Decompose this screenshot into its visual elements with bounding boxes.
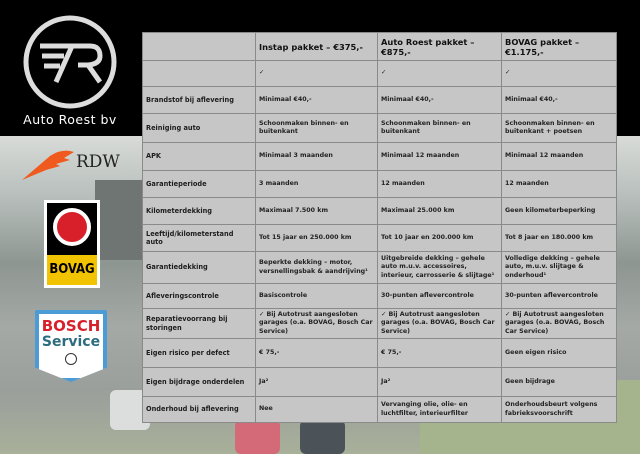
- table-cell: Maximaal 25.000 km: [377, 197, 502, 225]
- table-cell: Geen bijdrage: [501, 367, 617, 397]
- bovag-logo: BOVAG: [44, 200, 100, 288]
- table-cell: Volledige dekking – gehele auto, m.u.v. …: [501, 251, 617, 284]
- bosch-text: BOSCH: [41, 317, 101, 335]
- table-header-row: Instap pakket – €375,- Auto Roest pakket…: [142, 32, 617, 61]
- table-cell: 30-punten aflevercontrole: [501, 283, 617, 309]
- table-cell: ✓: [501, 60, 617, 87]
- table-cell: Tot 10 jaar en 200.000 km: [377, 224, 502, 252]
- header-auto-roest: Auto Roest pakket – €875,-: [377, 32, 502, 61]
- row-label: Leeftijd/kilometerstand auto: [142, 224, 256, 252]
- header-bovag: BOVAG pakket – €1.175,-: [501, 32, 617, 61]
- table-row: Garantieperiode 3 maanden 12 maanden 12 maa…: [142, 170, 617, 198]
- row-label: [142, 60, 256, 87]
- table-row: Garantiedekking Beperkte dekking – motor,…: [142, 251, 617, 284]
- background-car: [300, 420, 345, 454]
- row-label: Afleveringscontrole: [142, 283, 256, 309]
- table-row: Eigen bijdrage onderdelen Ja² Ja² Geen bijd…: [142, 367, 617, 397]
- table-cell: Uitgebreide dekking – gehele auto m.u.v.…: [377, 251, 502, 284]
- rdw-text: RDW: [76, 152, 120, 172]
- rdw-bird-icon: [22, 150, 74, 180]
- table-cell: 12 maanden: [377, 170, 502, 198]
- table-cell: 3 maanden: [255, 170, 378, 198]
- table-cell: Schoonmaken binnen- en buitenkant: [255, 113, 378, 143]
- row-label: Eigen bijdrage onderdelen: [142, 367, 256, 397]
- table-row: Leeftijd/kilometerstand auto Tot 15 jaar …: [142, 224, 617, 252]
- row-label: Brandstof bij aflevering: [142, 86, 256, 114]
- row-label: Eigen risico per defect: [142, 338, 256, 368]
- background-car: [235, 420, 280, 454]
- rdw-logo: RDW: [20, 148, 120, 182]
- table-cell: Minimaal 12 maanden: [501, 142, 617, 171]
- table-cell: Ja²: [377, 367, 502, 397]
- table-cell: € 75,-: [255, 338, 378, 368]
- table-cell: Minimaal €40,-: [255, 86, 378, 114]
- brand-name: Auto Roest bv: [23, 112, 117, 127]
- table-cell: Schoonmaken binnen- en buitenkant + poet…: [501, 113, 617, 143]
- bosch-armature-icon: [65, 353, 77, 365]
- table-cell: Beperkte dekking – motor, versnellingsba…: [255, 251, 378, 284]
- header-instap: Instap pakket – €375,-: [255, 32, 378, 61]
- table-cell: Onderhoudsbeurt volgens fabrieksvoorschr…: [501, 396, 617, 423]
- table-row: Onderhoud bij aflevering Nee Vervanging ol…: [142, 396, 617, 423]
- table-row: Brandstof bij aflevering Minimaal €40,- Mi…: [142, 86, 617, 114]
- table-row: ✓ ✓ ✓: [142, 60, 617, 87]
- table-cell: 12 maanden: [501, 170, 617, 198]
- bosch-service-logo: BOSCH Service: [35, 310, 107, 382]
- table-row: Reiniging auto Schoonmaken binnen- en bui…: [142, 113, 617, 143]
- row-label: Reparatievoorrang bij storingen: [142, 308, 256, 339]
- table-cell: Minimaal 12 maanden: [377, 142, 502, 171]
- table-cell: Geen eigen risico: [501, 338, 617, 368]
- table-cell: ✓: [255, 60, 378, 87]
- table-cell: 30-punten aflevercontrole: [377, 283, 502, 309]
- bovag-text: BOVAG: [47, 255, 97, 285]
- table-row: Eigen risico per defect € 75,- € 75,- Geen …: [142, 338, 617, 368]
- table-cell: ✓ Bij Autotrust aangesloten garages (o.a…: [501, 308, 617, 339]
- table-cell: Schoonmaken binnen- en buitenkant: [377, 113, 502, 143]
- table-cell: Ja²: [255, 367, 378, 397]
- table-row: Kilometerdekking Maximaal 7.500 km Maximaa…: [142, 197, 617, 225]
- header-cell: [142, 32, 256, 61]
- table-cell: Tot 15 jaar en 250.000 km: [255, 224, 378, 252]
- table-cell: ✓ Bij Autotrust aangesloten garages (o.a…: [255, 308, 378, 339]
- table-cell: Minimaal €40,-: [501, 86, 617, 114]
- table-cell: Nee: [255, 396, 378, 423]
- table-row: Reparatievoorrang bij storingen ✓ Bij Aut…: [142, 308, 617, 339]
- table-row: Afleveringscontrole Basiscontrole 30-punte…: [142, 283, 617, 309]
- table-cell: Geen kilometerbeperking: [501, 197, 617, 225]
- table-cell: Maximaal 7.500 km: [255, 197, 378, 225]
- row-label: Garantieperiode: [142, 170, 256, 198]
- table-cell: Minimaal €40,-: [377, 86, 502, 114]
- package-comparison-table: Instap pakket – €375,- Auto Roest pakket…: [142, 32, 617, 423]
- row-label: Garantiedekking: [142, 251, 256, 284]
- table-row: APK Minimaal 3 maanden Minimaal 12 maanden…: [142, 142, 617, 171]
- row-label: Onderhoud bij aflevering: [142, 396, 256, 423]
- row-label: Kilometerdekking: [142, 197, 256, 225]
- table-cell: Basiscontrole: [255, 283, 378, 309]
- auto-roest-logo: [23, 15, 117, 109]
- table-cell: ✓: [377, 60, 502, 87]
- row-label: APK: [142, 142, 256, 171]
- table-cell: ✓ Bij Autotrust aangesloten garages (o.a…: [377, 308, 502, 339]
- table-cell: Tot 8 jaar en 180.000 km: [501, 224, 617, 252]
- table-cell: € 75,-: [377, 338, 502, 368]
- table-cell: Minimaal 3 maanden: [255, 142, 378, 171]
- row-label: Reiniging auto: [142, 113, 256, 143]
- table-cell: Vervanging olie, olie- en luchtfilter, i…: [377, 396, 502, 423]
- service-text: Service: [41, 334, 101, 350]
